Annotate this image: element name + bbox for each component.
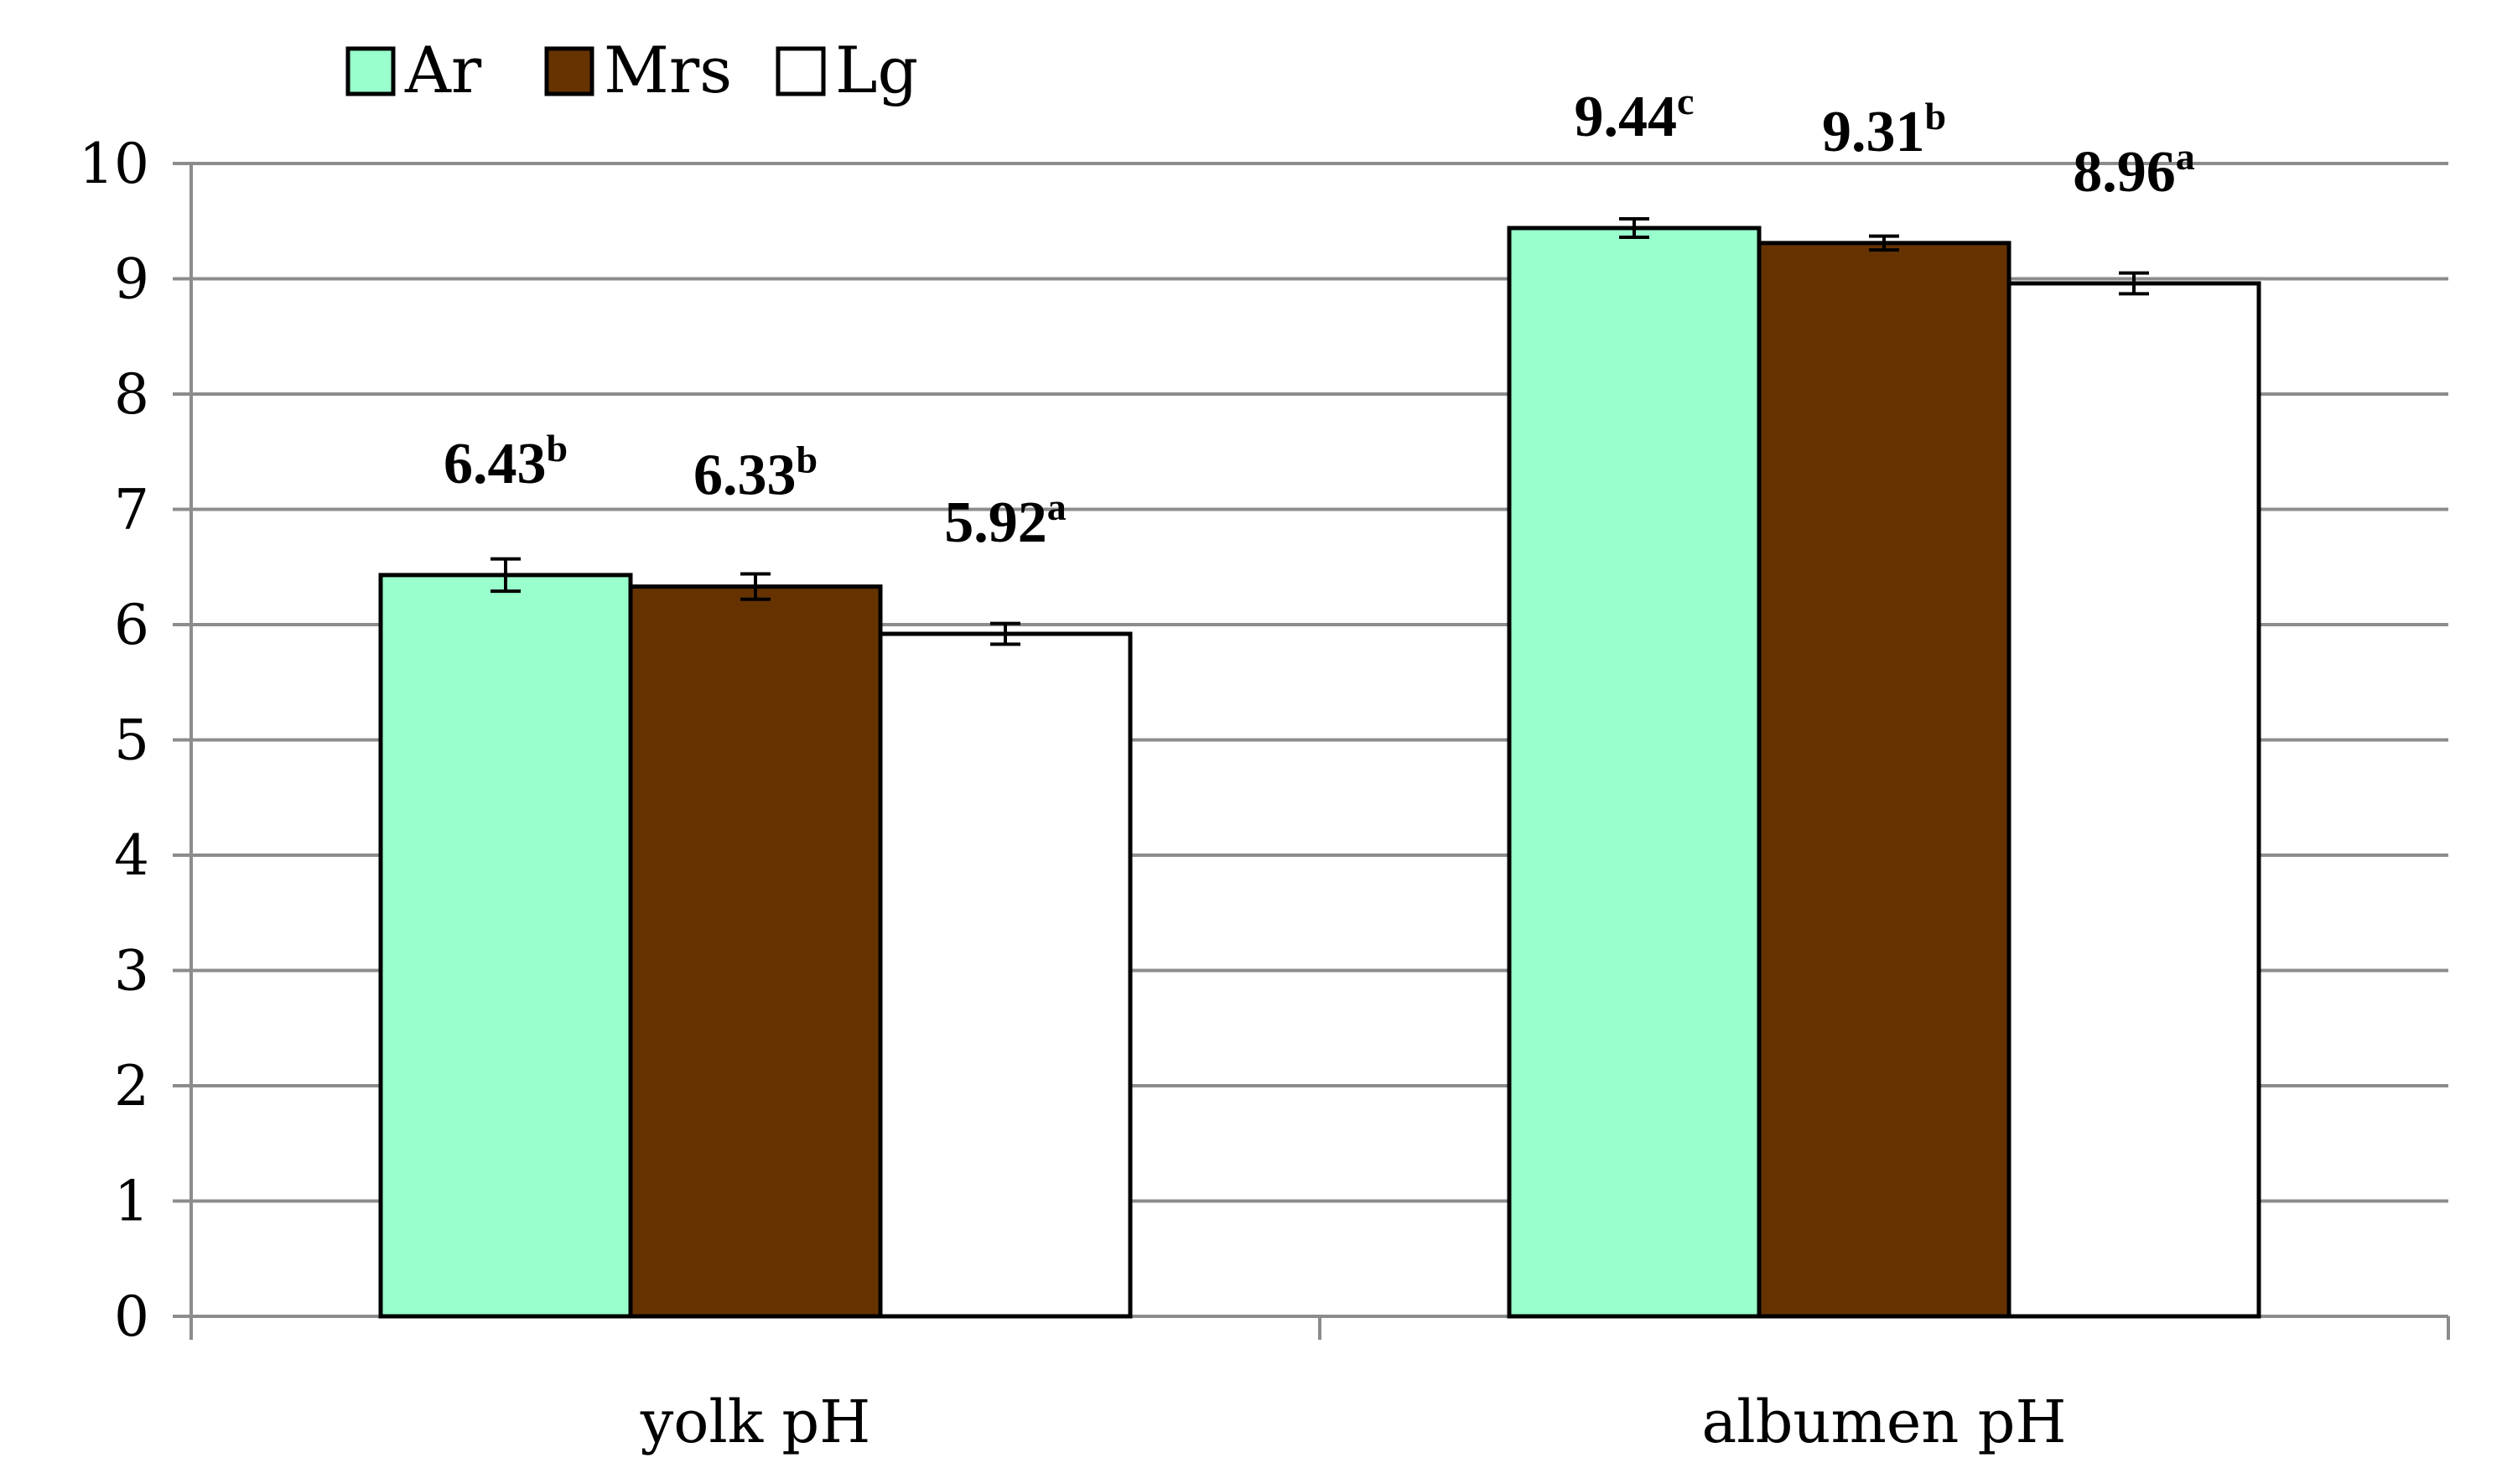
y-tick-label: 10 — [79, 132, 149, 196]
data-label: 9.31b — [1822, 95, 1946, 164]
x-category-label: yolk pH — [640, 1388, 871, 1456]
legend-label: Ar — [404, 33, 482, 107]
legend: Ar Mrs Lg — [345, 33, 918, 107]
bar-ar — [378, 573, 633, 1319]
legend-swatch-ar — [345, 46, 396, 96]
bar-ar — [1507, 226, 1762, 1319]
legend-label: Lg — [835, 33, 918, 107]
y-tick-label: 9 — [114, 247, 149, 312]
y-tick-label: 5 — [114, 708, 149, 773]
data-label: 6.43b — [444, 427, 568, 496]
y-tick-label: 3 — [114, 939, 149, 1004]
error-bars — [491, 217, 2149, 646]
y-tick-label: 4 — [114, 823, 149, 888]
bar-lg — [878, 631, 1133, 1319]
y-tick-label: 2 — [114, 1054, 149, 1118]
y-tick-label: 0 — [114, 1284, 149, 1349]
legend-label: Mrs — [604, 33, 732, 107]
data-labels: 6.43b 6.33b 5.92a 9.44c 9.31b 8.96a — [444, 80, 2195, 555]
x-category-label: albumen pH — [1701, 1388, 2066, 1456]
data-label: 8.96a — [2073, 135, 2195, 205]
bar-lg — [2006, 281, 2261, 1319]
legend-swatch-lg — [776, 46, 826, 96]
data-label: 6.33b — [693, 438, 818, 508]
y-tick-label: 8 — [114, 362, 149, 427]
y-tick-label: 6 — [114, 593, 149, 657]
data-label: 5.92a — [944, 485, 1067, 555]
bar-mrs — [628, 584, 883, 1319]
y-tick-label: 7 — [114, 478, 149, 542]
bars — [378, 226, 2261, 1319]
axes: 0 1 2 3 4 5 6 7 8 9 10 yolk pH albumen pH — [79, 132, 2450, 1456]
legend-swatch-mrs — [544, 46, 594, 96]
y-tick-label: 1 — [114, 1170, 149, 1234]
data-label: 9.44c — [1575, 80, 1695, 149]
bar-mrs — [1757, 241, 2011, 1319]
